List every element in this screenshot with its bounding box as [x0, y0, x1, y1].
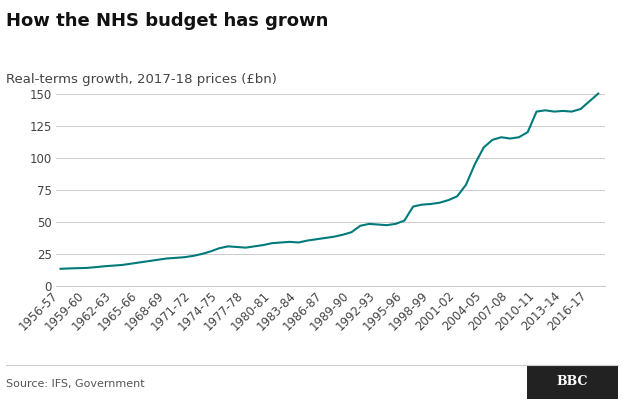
Text: Source: IFS, Government: Source: IFS, Government	[6, 379, 145, 389]
Text: BBC: BBC	[557, 375, 588, 388]
Text: How the NHS budget has grown: How the NHS budget has grown	[6, 12, 329, 30]
Text: Real-terms growth, 2017-18 prices (£bn): Real-terms growth, 2017-18 prices (£bn)	[6, 73, 277, 85]
